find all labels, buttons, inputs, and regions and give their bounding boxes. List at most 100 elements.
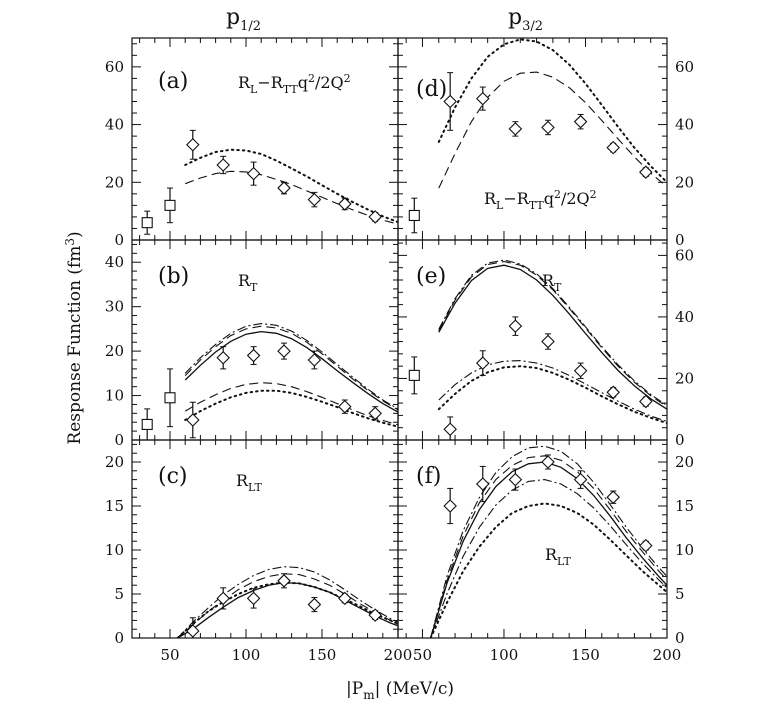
y-tick-label: 40 <box>105 253 124 271</box>
y-tick-label: 60 <box>675 58 694 76</box>
data-point-diamond <box>573 363 588 378</box>
curves <box>437 259 667 425</box>
data-point-diamond <box>639 165 653 179</box>
curve-dashed <box>430 455 667 638</box>
panel-d: 0 20 40 60 (d) RL−RTTq2/2Q2 <box>397 37 694 249</box>
curve-dotted <box>176 581 398 638</box>
data-point-diamond <box>307 597 322 612</box>
panel-letter: (a) <box>158 69 188 94</box>
panel-letter: (e) <box>416 264 446 289</box>
y-tick-label: 10 <box>105 387 124 405</box>
y-tick-label: 40 <box>675 116 694 134</box>
panel-b: 0 10 20 30 40 (b) RT <box>105 239 399 449</box>
y-tick-label: 15 <box>105 497 124 515</box>
data-point-diamond <box>186 413 200 427</box>
x-tick-label: 100 <box>232 646 261 664</box>
y-tick-label: 15 <box>675 497 694 515</box>
data-point-diamond <box>606 140 620 155</box>
data-point-diamond <box>277 181 291 195</box>
data-point-diamond <box>443 499 457 513</box>
y-tick-label: 0 <box>675 431 685 449</box>
data-point-square <box>164 392 176 404</box>
data-point-diamond <box>475 91 490 106</box>
data-point-diamond <box>606 385 620 400</box>
data-point-diamond <box>573 472 588 487</box>
curve-dashed <box>185 170 398 225</box>
curve-dash-dot <box>438 360 667 423</box>
curves <box>176 566 398 638</box>
curve-solid <box>438 264 667 410</box>
panel-frame <box>397 439 668 639</box>
panel-letter: (c) <box>158 464 188 489</box>
data-point-diamond <box>338 197 352 211</box>
y-axis-title: Response Function (fm3) <box>63 231 85 444</box>
data-point-diamond <box>216 351 230 365</box>
curve-dash-dot <box>177 566 398 638</box>
data-point-diamond <box>277 344 291 358</box>
panel-label: RT <box>238 271 258 294</box>
x-tick-label: 100 <box>490 646 519 664</box>
y-tick-label: 20 <box>675 173 694 191</box>
curve-dotted <box>184 148 398 224</box>
y-tick-label: 60 <box>675 246 694 264</box>
y-tick-label: 0 <box>114 629 124 647</box>
curve-dashed <box>184 382 398 426</box>
data-point-diamond <box>338 591 352 606</box>
curve-dash-dot <box>184 323 398 410</box>
curve-dotted <box>437 365 667 425</box>
y-tick-label: 0 <box>675 629 685 647</box>
y-tick-label: 0 <box>675 231 685 249</box>
curve-dash-dot <box>430 479 667 638</box>
curve-dash-dot <box>438 259 667 406</box>
panel-a: 0 20 40 60 (a) RL−RTTq2/2Q2 <box>105 37 399 249</box>
panel-letter: (f) <box>416 464 441 489</box>
y-tick-label: 20 <box>675 453 694 471</box>
panel-e: 0 20 40 60 (e) RT <box>397 239 694 449</box>
data-point-diamond <box>277 574 291 588</box>
y-tick-label: 30 <box>105 298 124 316</box>
data-point-diamond <box>639 394 653 409</box>
x-tick-label: 150 <box>308 646 337 664</box>
data-point-diamond <box>639 538 653 553</box>
y-tick-label: 10 <box>675 541 694 559</box>
data-point-diamond <box>541 334 555 349</box>
data-point-diamond <box>246 348 261 363</box>
y-tick-label: 10 <box>105 541 124 559</box>
data-point-diamond <box>508 122 523 136</box>
curve-solid <box>429 461 667 638</box>
data-point-square <box>408 209 420 222</box>
curve-dashed <box>184 325 398 411</box>
data-point-diamond <box>338 399 352 414</box>
x-axis-title: |Pm| (MeV/c) <box>346 679 454 702</box>
data-point-square <box>141 418 153 430</box>
data-point-diamond <box>246 166 261 181</box>
data-point-diamond <box>541 455 555 469</box>
data-point-diamond <box>541 120 555 135</box>
y-tick-label: 40 <box>105 116 124 134</box>
curve-dashed <box>438 260 667 408</box>
panel-label: RL−RTTq2/2Q2 <box>484 188 597 212</box>
x-tick-label: 50 <box>160 646 179 664</box>
x-tick-label: 50 <box>413 646 432 664</box>
curve-dotted <box>429 502 667 638</box>
data-point-square <box>164 199 176 211</box>
data-point-diamond <box>216 158 230 172</box>
panel-label: RLT <box>545 545 571 568</box>
x-tick-label: 150 <box>571 646 600 664</box>
data-point-diamond <box>475 477 490 491</box>
y-tick-label: 5 <box>114 585 124 603</box>
curve-dash-dot <box>430 445 667 638</box>
curves <box>184 323 398 428</box>
y-tick-label: 40 <box>675 308 694 326</box>
data-point-diamond <box>475 356 490 370</box>
panel-letter: (d) <box>416 77 447 102</box>
curves <box>429 445 667 638</box>
data-point-diamond <box>443 422 457 437</box>
panel-letter: (b) <box>158 264 189 289</box>
data-point-diamond <box>508 319 523 333</box>
y-tick-label: 0 <box>114 431 124 449</box>
y-tick-label: 0 <box>114 231 124 249</box>
curve-dotted <box>437 38 667 184</box>
panel-f: 0 5 10 15 20 50 100 150 200 (f) RLT <box>397 439 694 664</box>
